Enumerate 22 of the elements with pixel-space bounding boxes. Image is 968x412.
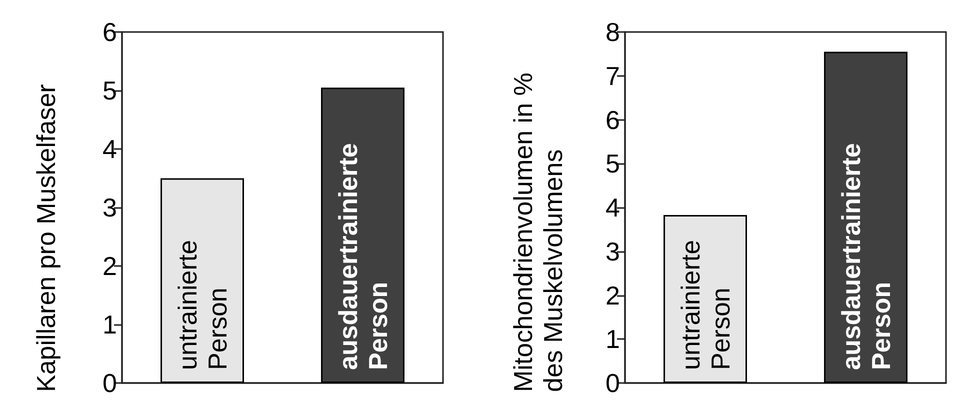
- x-tick-label: untrainierte Person: [675, 240, 736, 370]
- y-tick-label: 3: [606, 236, 620, 266]
- y-tick-label: 2: [606, 280, 620, 310]
- y-axis-title: Mitochondrienvolumen in % des Muskelvolumens: [508, 65, 568, 392]
- y-tick-label: 4: [102, 134, 117, 164]
- y-tick-label: 4: [606, 192, 620, 222]
- y-tick-label: 5: [606, 148, 620, 179]
- y-tick-label: 6: [102, 17, 117, 47]
- y-tick-label: 5: [102, 76, 117, 106]
- x-tick-label: ausdauertrainierte Person: [332, 143, 393, 370]
- y-tick-label: 1: [102, 310, 117, 340]
- y-tick-label: 0: [102, 368, 117, 398]
- y-tick-label: 0: [606, 368, 620, 398]
- y-axis-title: Kapillaren pro Muskelfaser: [31, 84, 61, 392]
- y-tick-label: 6: [606, 104, 620, 135]
- x-tick-label: ausdauertrainierte Person: [836, 143, 896, 370]
- x-tick-label: untrainierte Person: [172, 240, 232, 370]
- y-tick-label: 7: [606, 60, 620, 91]
- y-tick-label: 1: [606, 324, 620, 354]
- y-tick-label: 3: [102, 192, 117, 222]
- y-tick-label: 2: [102, 251, 117, 281]
- y-tick-label: 8: [606, 17, 620, 47]
